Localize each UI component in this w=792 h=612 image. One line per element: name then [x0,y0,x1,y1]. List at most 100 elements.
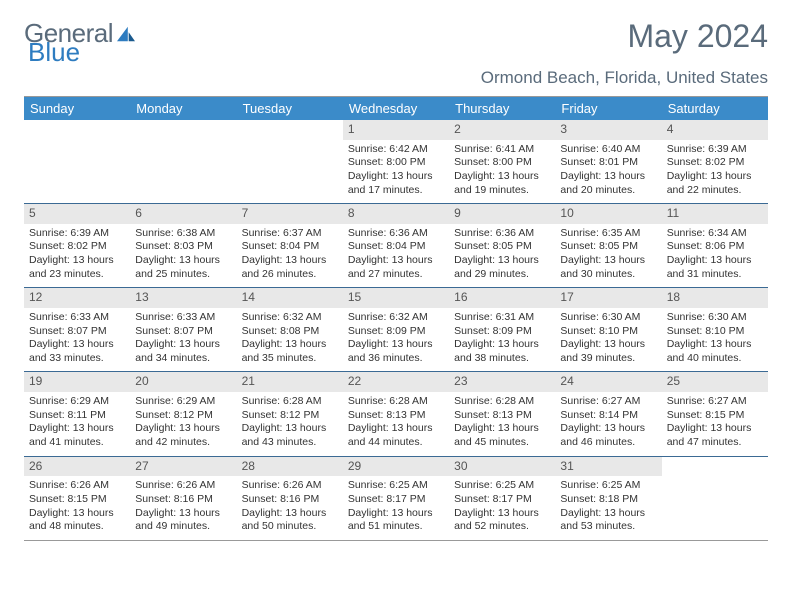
cell-line: and 43 minutes. [242,436,338,450]
calendar-cell: 26Sunrise: 6:26 AMSunset: 8:15 PMDayligh… [24,457,130,541]
cell-line: Daylight: 13 hours [348,338,444,352]
cell-line: Sunrise: 6:26 AM [242,479,338,493]
day-number: 12 [24,288,130,308]
cell-line: Sunrise: 6:33 AM [29,311,125,325]
day-number [130,120,236,140]
cell-line: and 22 minutes. [667,184,763,198]
cell-line: Sunrise: 6:28 AM [348,395,444,409]
day-number [237,120,343,140]
cell-line: Sunset: 8:08 PM [242,325,338,339]
cell-line: Sunset: 8:17 PM [348,493,444,507]
cell-line: Sunset: 8:00 PM [454,156,550,170]
cell-body: Sunrise: 6:28 AMSunset: 8:12 PMDaylight:… [237,392,343,456]
cell-line: Sunset: 8:02 PM [29,240,125,254]
cell-line: and 41 minutes. [29,436,125,450]
calendar-cell: 23Sunrise: 6:28 AMSunset: 8:13 PMDayligh… [449,372,555,456]
day-number: 11 [662,204,768,224]
cell-line: and 34 minutes. [135,352,231,366]
cell-line: and 50 minutes. [242,520,338,534]
day-number: 24 [555,372,661,392]
day-number: 7 [237,204,343,224]
day-header: Sunday [24,97,130,120]
cell-line: Sunrise: 6:42 AM [348,143,444,157]
calendar-cell: 3Sunrise: 6:40 AMSunset: 8:01 PMDaylight… [555,120,661,204]
cell-body: Sunrise: 6:32 AMSunset: 8:08 PMDaylight:… [237,308,343,372]
cell-line: Sunrise: 6:30 AM [667,311,763,325]
cell-body: Sunrise: 6:32 AMSunset: 8:09 PMDaylight:… [343,308,449,372]
cell-line: Sunrise: 6:37 AM [242,227,338,241]
cell-line: Sunrise: 6:40 AM [560,143,656,157]
cell-line: Daylight: 13 hours [29,422,125,436]
calendar-cell: 2Sunrise: 6:41 AMSunset: 8:00 PMDaylight… [449,120,555,204]
day-number: 4 [662,120,768,140]
calendar-cell: 29Sunrise: 6:25 AMSunset: 8:17 PMDayligh… [343,457,449,541]
calendar-grid: SundayMondayTuesdayWednesdayThursdayFrid… [24,96,768,541]
cell-line: Sunrise: 6:28 AM [454,395,550,409]
cell-line: and 19 minutes. [454,184,550,198]
cell-body: Sunrise: 6:34 AMSunset: 8:06 PMDaylight:… [662,224,768,288]
cell-line: Sunset: 8:09 PM [454,325,550,339]
day-number: 26 [24,457,130,477]
cell-line: and 31 minutes. [667,268,763,282]
calendar-cell: 14Sunrise: 6:32 AMSunset: 8:08 PMDayligh… [237,288,343,372]
calendar-cell: 13Sunrise: 6:33 AMSunset: 8:07 PMDayligh… [130,288,236,372]
cell-body: Sunrise: 6:26 AMSunset: 8:16 PMDaylight:… [130,476,236,540]
cell-line: Sunrise: 6:38 AM [135,227,231,241]
cell-line: Sunrise: 6:41 AM [454,143,550,157]
cell-line: Sunset: 8:01 PM [560,156,656,170]
day-number: 23 [449,372,555,392]
cell-line: Sunrise: 6:25 AM [454,479,550,493]
cell-line: Daylight: 13 hours [454,507,550,521]
calendar-cell: 27Sunrise: 6:26 AMSunset: 8:16 PMDayligh… [130,457,236,541]
day-number: 13 [130,288,236,308]
cell-line: Sunset: 8:10 PM [560,325,656,339]
calendar-cell: 21Sunrise: 6:28 AMSunset: 8:12 PMDayligh… [237,372,343,456]
calendar-cell: 5Sunrise: 6:39 AMSunset: 8:02 PMDaylight… [24,204,130,288]
cell-line: Sunrise: 6:28 AM [242,395,338,409]
calendar-cell: 31Sunrise: 6:25 AMSunset: 8:18 PMDayligh… [555,457,661,541]
day-number: 1 [343,120,449,140]
calendar-cell: 8Sunrise: 6:36 AMSunset: 8:04 PMDaylight… [343,204,449,288]
cell-line: Sunrise: 6:27 AM [667,395,763,409]
day-header: Thursday [449,97,555,120]
cell-line: Daylight: 13 hours [667,338,763,352]
cell-line: and 39 minutes. [560,352,656,366]
cell-line: and 27 minutes. [348,268,444,282]
cell-line: Daylight: 13 hours [135,422,231,436]
cell-line: Sunrise: 6:34 AM [667,227,763,241]
cell-line: Sunset: 8:02 PM [667,156,763,170]
cell-line: Sunrise: 6:29 AM [29,395,125,409]
cell-line: and 53 minutes. [560,520,656,534]
cell-line: Daylight: 13 hours [348,422,444,436]
cell-line: Sunset: 8:15 PM [667,409,763,423]
cell-line: Sunset: 8:16 PM [242,493,338,507]
cell-line: Sunrise: 6:33 AM [135,311,231,325]
cell-line: Daylight: 13 hours [560,254,656,268]
day-header: Friday [555,97,661,120]
cell-line: and 17 minutes. [348,184,444,198]
cell-line: Sunrise: 6:26 AM [135,479,231,493]
cell-line: Sunset: 8:13 PM [348,409,444,423]
calendar-cell: 10Sunrise: 6:35 AMSunset: 8:05 PMDayligh… [555,204,661,288]
calendar-cell [237,120,343,204]
cell-line: Daylight: 13 hours [29,254,125,268]
month-title: May 2024 [627,18,768,55]
day-header: Monday [130,97,236,120]
cell-line: Daylight: 13 hours [242,507,338,521]
day-number: 28 [237,457,343,477]
cell-line: Sunset: 8:04 PM [348,240,444,254]
cell-line: Sunrise: 6:32 AM [348,311,444,325]
calendar-cell: 1Sunrise: 6:42 AMSunset: 8:00 PMDaylight… [343,120,449,204]
cell-line: Sunrise: 6:29 AM [135,395,231,409]
cell-line: and 25 minutes. [135,268,231,282]
cell-line: Daylight: 13 hours [454,422,550,436]
cell-body: Sunrise: 6:27 AMSunset: 8:14 PMDaylight:… [555,392,661,456]
cell-line: Sunrise: 6:39 AM [667,143,763,157]
cell-body: Sunrise: 6:33 AMSunset: 8:07 PMDaylight:… [24,308,130,372]
day-number: 5 [24,204,130,224]
day-number: 6 [130,204,236,224]
cell-line: Sunrise: 6:27 AM [560,395,656,409]
day-number: 9 [449,204,555,224]
cell-body: Sunrise: 6:41 AMSunset: 8:00 PMDaylight:… [449,140,555,204]
cell-line: Sunset: 8:00 PM [348,156,444,170]
